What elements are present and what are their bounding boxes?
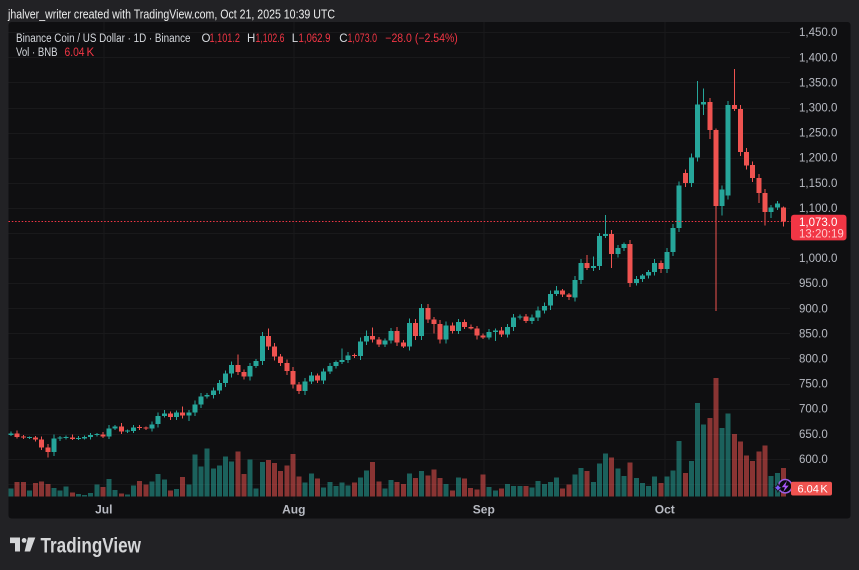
- svg-text:1,450.0: 1,450.0: [799, 27, 837, 39]
- svg-text:600.0: 600.0: [799, 454, 828, 466]
- svg-text:650.0: 650.0: [799, 429, 828, 441]
- svg-text:1,062.9: 1,062.9: [299, 33, 331, 45]
- svg-text:jhalver_writer created with Tr: jhalver_writer created with TradingView.…: [7, 7, 335, 21]
- svg-text:1,101.2: 1,101.2: [210, 33, 241, 45]
- svg-text:900.0: 900.0: [799, 303, 828, 315]
- svg-text:1,150.0: 1,150.0: [799, 178, 837, 190]
- svg-text:6.04K: 6.04 K: [798, 484, 829, 496]
- svg-text:13:20:19: 13:20:19: [799, 229, 844, 241]
- svg-text:800.0: 800.0: [799, 354, 828, 366]
- svg-text:Oct: Oct: [655, 503, 675, 517]
- svg-text:950.0: 950.0: [799, 278, 828, 290]
- svg-text:Vol · BNB: Vol · BNB: [16, 47, 58, 59]
- svg-text:1,100.0: 1,100.0: [799, 203, 837, 215]
- svg-text:1,300.0: 1,300.0: [799, 103, 837, 115]
- svg-text:6.04: 6.04: [65, 47, 86, 59]
- svg-text:1,350.0: 1,350.0: [799, 77, 837, 89]
- svg-text:1,250.0: 1,250.0: [799, 128, 837, 140]
- svg-text:Binance Coin / US Dollar · 1D: Binance Coin / US Dollar · 1D · Binance: [16, 33, 191, 45]
- svg-text:1,000.0: 1,000.0: [799, 253, 837, 265]
- svg-text:Jul: Jul: [95, 503, 112, 517]
- svg-text:Aug: Aug: [282, 503, 305, 517]
- svg-text:−28.0 (−2.54%): −28.0 (−2.54%): [385, 33, 458, 45]
- svg-text:1,073.0: 1,073.0: [348, 33, 378, 45]
- svg-text:TradingView: TradingView: [41, 533, 142, 557]
- svg-text:H: H: [247, 33, 255, 45]
- svg-text:700.0: 700.0: [799, 404, 828, 416]
- svg-text:1,200.0: 1,200.0: [799, 153, 837, 165]
- svg-text:1,073.0: 1,073.0: [799, 217, 837, 229]
- svg-text:K: K: [87, 47, 95, 59]
- svg-text:1,400.0: 1,400.0: [799, 52, 837, 64]
- svg-text:850.0: 850.0: [799, 328, 828, 340]
- svg-text:O: O: [202, 33, 211, 45]
- svg-text:1,102.6: 1,102.6: [256, 33, 285, 45]
- svg-text:750.0: 750.0: [799, 379, 828, 391]
- svg-text:Sep: Sep: [473, 503, 495, 517]
- svg-text:L: L: [292, 33, 299, 45]
- svg-text:C: C: [339, 33, 347, 45]
